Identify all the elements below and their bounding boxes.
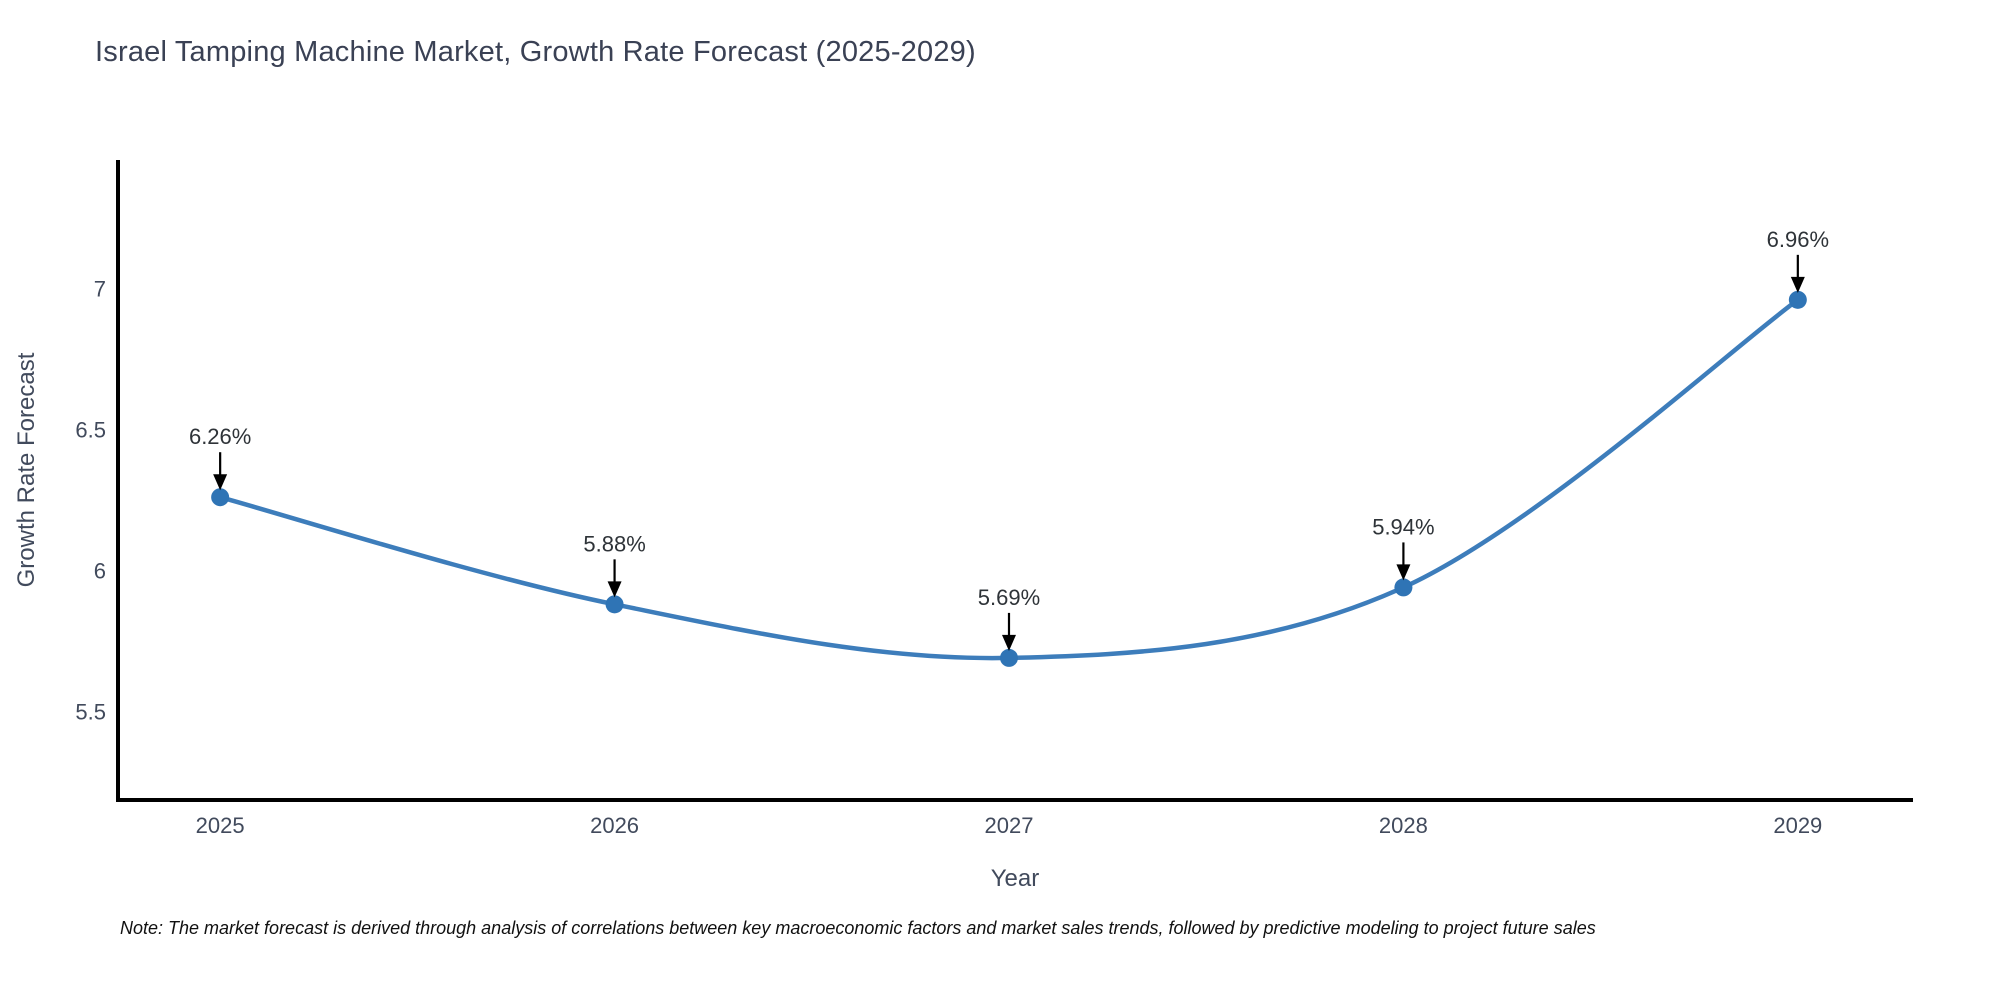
y-tick-label: 7 xyxy=(94,277,106,302)
x-tick-label: 2028 xyxy=(1379,813,1428,838)
x-tick-label: 2029 xyxy=(1773,813,1822,838)
annotation-arrow-head xyxy=(1790,276,1805,293)
data-point-marker xyxy=(1394,578,1413,597)
y-tick-label: 5.5 xyxy=(75,699,106,724)
point-annotation-label: 5.94% xyxy=(1372,514,1434,539)
y-tick-label: 6.5 xyxy=(75,418,106,443)
footnote: Note: The market forecast is derived thr… xyxy=(120,918,1596,938)
point-annotation-label: 5.88% xyxy=(583,531,645,556)
data-point-marker xyxy=(1788,290,1807,309)
point-annotation-label: 6.96% xyxy=(1767,227,1829,252)
annotation-arrow-head xyxy=(213,474,228,491)
point-annotation-label: 5.69% xyxy=(978,585,1040,610)
x-tick-label: 2025 xyxy=(196,813,245,838)
y-axis-title: Growth Rate Forecast xyxy=(13,352,40,587)
data-point-marker xyxy=(999,648,1018,667)
point-annotation-label: 6.26% xyxy=(189,424,251,449)
x-axis-title: Year xyxy=(991,865,1040,892)
y-tick-label: 6 xyxy=(94,559,106,584)
x-tick-label: 2026 xyxy=(590,813,639,838)
data-point-marker xyxy=(211,488,230,507)
annotation-arrow-head xyxy=(1396,564,1411,581)
x-tick-label: 2027 xyxy=(985,813,1034,838)
chart-title: Israel Tamping Machine Market, Growth Ra… xyxy=(95,36,976,68)
data-point-marker xyxy=(605,595,624,614)
annotation-arrow-head xyxy=(1001,634,1016,651)
annotation-arrow-head xyxy=(607,581,622,598)
